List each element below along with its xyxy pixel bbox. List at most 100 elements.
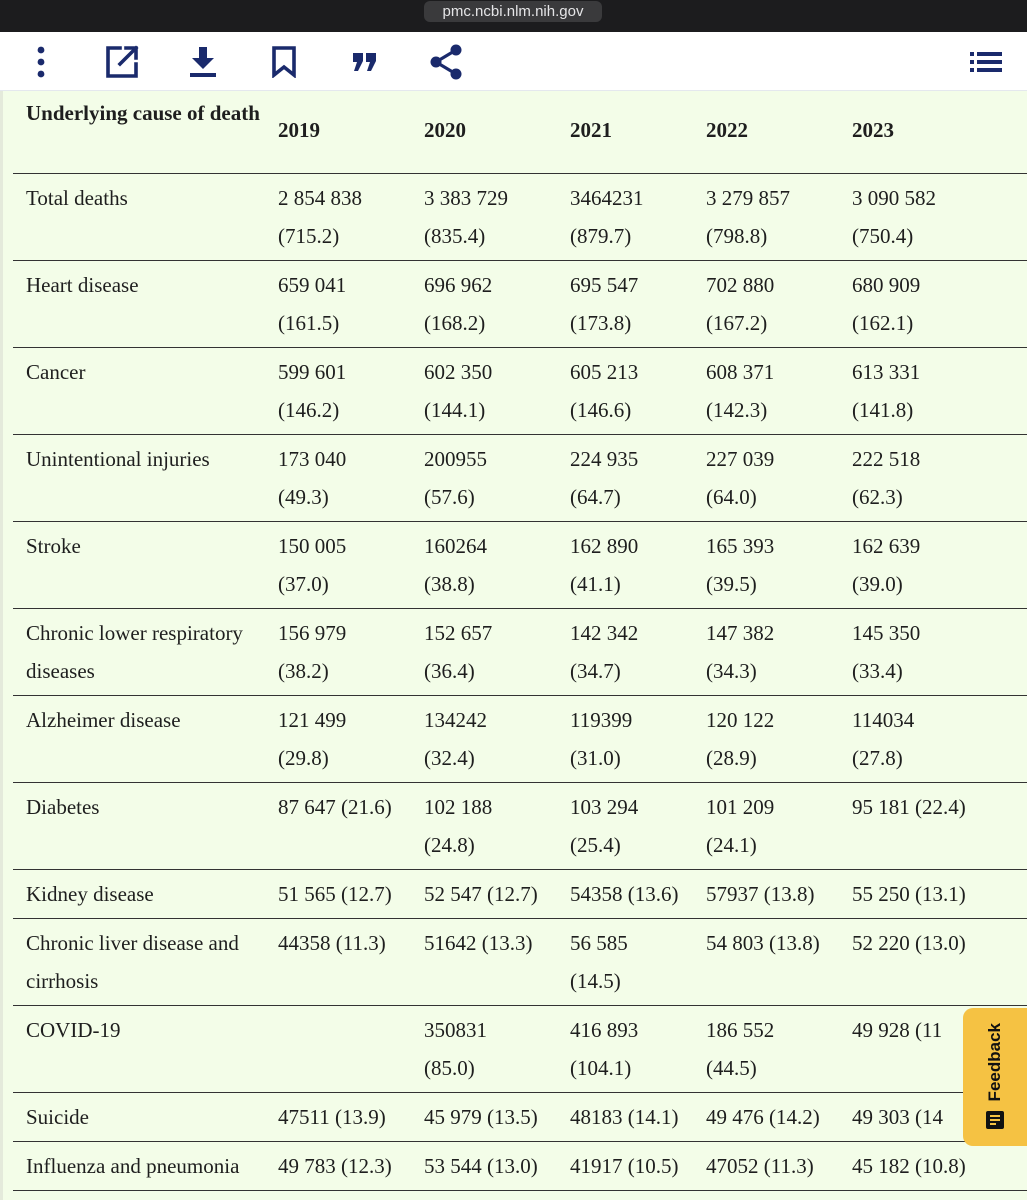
value-cell-2023: 49 928 (11 [852, 1005, 1027, 1093]
value-cell-2022: 47052 (11.3) [706, 1141, 852, 1191]
value-cell-2021: 103 294 (25.4) [570, 782, 706, 870]
value-cell-2023: 222 518 (62.3) [852, 434, 1027, 522]
table-row: Chronic lower respiratory diseases 156 97… [13, 608, 1027, 696]
header-year-2020: 2020 [424, 91, 570, 174]
value-cell-2022: 54 803 (13.8) [706, 918, 852, 1006]
value-cell-2022: 702 880 (167.2) [706, 260, 852, 348]
table-row: COVID-19 350831 (85.0) 416 893 (104.1) 186 … [13, 1005, 1027, 1093]
table-row: Alzheimer disease 121 499 (29.8) 134242 (3… [13, 695, 1027, 783]
value-cell-2021: 416 893 (104.1) [570, 1005, 706, 1093]
value-cell-2022: 101 209 (24.1) [706, 782, 852, 870]
table-row: Chronic liver disease and cirrhosis 44358… [13, 918, 1027, 1006]
cause-cell: Cancer [13, 347, 278, 435]
value-cell-2021: 605 213 (146.6) [570, 347, 706, 435]
value-cell-2022: 227 039 (64.0) [706, 434, 852, 522]
value-cell-2023: 145 350 (33.4) [852, 608, 1027, 696]
value-cell-2021: 142 342 (34.7) [570, 608, 706, 696]
value-cell-2023: 95 181 (22.4) [852, 782, 1027, 870]
value-cell-2021: 48183 (14.1) [570, 1092, 706, 1142]
feedback-icon [986, 1111, 1004, 1130]
table-row: Total deaths 2 854 838 (715.2) 3 383 729 (… [13, 173, 1027, 261]
value-cell-2023: 55 250 (13.1) [852, 869, 1027, 919]
value-cell-2023: 680 909 (162.1) [852, 260, 1027, 348]
feedback-label: Feedback [985, 1022, 1004, 1102]
value-cell-2021: 119399 (31.0) [570, 695, 706, 783]
value-cell-2022: 57937 (13.8) [706, 869, 852, 919]
value-cell-2020: 152 657 (36.4) [424, 608, 570, 696]
cause-cell: Suicide [13, 1092, 278, 1142]
url-text[interactable]: pmc.ncbi.nlm.nih.gov [424, 1, 602, 22]
value-cell-2020: 51642 (13.3) [424, 918, 570, 1006]
value-cell-2019: 156 979 (38.2) [278, 608, 424, 696]
table-row: Cancer 599 601 (146.2) 602 350 (144.1) 605 … [13, 347, 1027, 435]
table-header-row: Underlying cause of death 2019 2020 2021… [13, 91, 1027, 174]
value-cell-2020: 102 188 (24.8) [424, 782, 570, 870]
value-cell-2021: 56 585 (14.5) [570, 918, 706, 1006]
cause-cell: Stroke [13, 521, 278, 609]
cause-cell: COVID-19 [13, 1005, 278, 1093]
value-cell-2019: 49 783 (12.3) [278, 1141, 424, 1191]
cause-cell: Diabetes [13, 782, 278, 870]
table-row: Unintentional injuries 173 040 (49.3) 2009… [13, 434, 1027, 522]
list-menu-icon[interactable] [966, 42, 1006, 82]
header-year-2019: 2019 [278, 91, 424, 174]
quote-icon[interactable] [345, 42, 385, 82]
value-cell-2021: 695 547 (173.8) [570, 260, 706, 348]
value-cell-2019: 659 041 (161.5) [278, 260, 424, 348]
value-cell-2020: 602 350 (144.1) [424, 347, 570, 435]
value-cell-2019: 47511 (13.9) [278, 1092, 424, 1142]
value-cell-2023: 52 220 (13.0) [852, 918, 1027, 1006]
value-cell-2021: 54358 (13.6) [570, 869, 706, 919]
value-cell-2019: 2 854 838 (715.2) [278, 173, 424, 261]
value-cell-2021: 41917 (10.5) [570, 1141, 706, 1191]
open-external-icon[interactable] [102, 42, 142, 82]
share-icon[interactable] [426, 42, 466, 82]
value-cell-2020: 696 962 (168.2) [424, 260, 570, 348]
value-cell-2022: 49 476 (14.2) [706, 1092, 852, 1142]
causes-of-death-table: Underlying cause of death 2019 2020 2021… [13, 91, 1027, 1191]
table-row: Kidney disease 51 565 (12.7) 52 547 (12.7)… [13, 869, 1027, 919]
table-row: Suicide 47511 (13.9) 45 979 (13.5) 48183 (1… [13, 1092, 1027, 1142]
value-cell-2019: 121 499 (29.8) [278, 695, 424, 783]
value-cell-2019 [278, 1005, 424, 1093]
cause-cell: Alzheimer disease [13, 695, 278, 783]
value-cell-2023: 162 639 (39.0) [852, 521, 1027, 609]
value-cell-2020: 160264 (38.8) [424, 521, 570, 609]
value-cell-2023: 613 331 (141.8) [852, 347, 1027, 435]
cause-cell: Influenza and pneumonia [13, 1141, 278, 1191]
value-cell-2023: 114034 (27.8) [852, 695, 1027, 783]
value-cell-2019: 44358 (11.3) [278, 918, 424, 1006]
header-cause: Underlying cause of death [13, 91, 278, 174]
download-icon[interactable] [183, 42, 223, 82]
value-cell-2019: 87 647 (21.6) [278, 782, 424, 870]
value-cell-2021: 3464231 (879.7) [570, 173, 706, 261]
header-year-2023: 2023 [852, 91, 1027, 174]
cause-cell: Unintentional injuries [13, 434, 278, 522]
more-vertical-icon[interactable] [21, 42, 61, 82]
value-cell-2022: 165 393 (39.5) [706, 521, 852, 609]
value-cell-2020: 134242 (32.4) [424, 695, 570, 783]
table-row: Heart disease 659 041 (161.5) 696 962 (168… [13, 260, 1027, 348]
bookmark-icon[interactable] [264, 42, 304, 82]
value-cell-2019: 173 040 (49.3) [278, 434, 424, 522]
value-cell-2022: 608 371 (142.3) [706, 347, 852, 435]
value-cell-2020: 3 383 729 (835.4) [424, 173, 570, 261]
cause-cell: Kidney disease [13, 869, 278, 919]
value-cell-2021: 162 890 (41.1) [570, 521, 706, 609]
value-cell-2023: 45 182 (10.8) [852, 1141, 1027, 1191]
header-year-2022: 2022 [706, 91, 852, 174]
article-toolbar [0, 32, 1027, 91]
table-row: Stroke 150 005 (37.0) 160264 (38.8) 162 890… [13, 521, 1027, 609]
value-cell-2020: 52 547 (12.7) [424, 869, 570, 919]
feedback-button[interactable]: Feedback [963, 1008, 1027, 1146]
table-row: Diabetes 87 647 (21.6) 102 188 (24.8) 103 2… [13, 782, 1027, 870]
value-cell-2021: 224 935 (64.7) [570, 434, 706, 522]
cause-cell: Total deaths [13, 173, 278, 261]
value-cell-2020: 200955 (57.6) [424, 434, 570, 522]
value-cell-2022: 147 382 (34.3) [706, 608, 852, 696]
value-cell-2019: 599 601 (146.2) [278, 347, 424, 435]
value-cell-2019: 51 565 (12.7) [278, 869, 424, 919]
cause-cell: Chronic lower respiratory diseases [13, 608, 278, 696]
value-cell-2022: 120 122 (28.9) [706, 695, 852, 783]
value-cell-2023: 3 090 582 (750.4) [852, 173, 1027, 261]
